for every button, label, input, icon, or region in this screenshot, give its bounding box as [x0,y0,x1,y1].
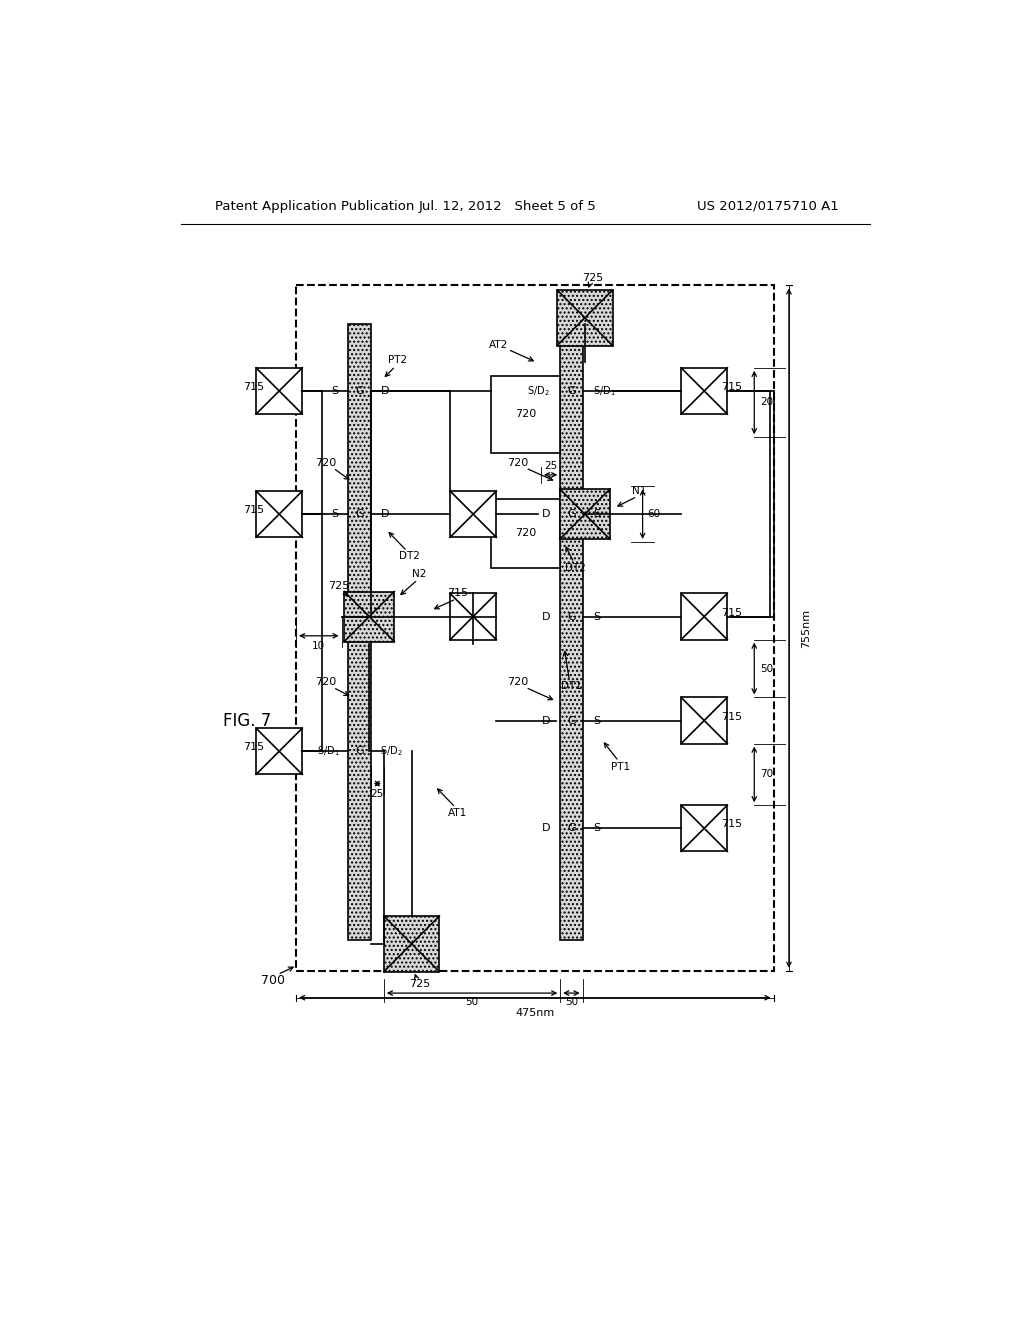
Text: 70: 70 [760,770,773,779]
Text: 715: 715 [721,381,741,392]
Text: 725: 725 [409,979,430,989]
Text: G: G [567,385,575,396]
Text: 720: 720 [515,409,537,418]
Text: D: D [380,385,389,396]
Text: G: G [567,824,575,833]
Text: 25: 25 [544,461,557,471]
Bar [560,490,610,539]
Text: 715: 715 [721,820,741,829]
Text: 25: 25 [371,788,384,799]
Text: 50: 50 [466,998,478,1007]
Text: G: G [355,510,364,519]
Bar [681,594,727,640]
Bar [681,368,727,414]
Text: 715: 715 [243,506,264,515]
Text: DT1: DT1 [561,681,583,690]
Text: PT2: PT2 [388,355,408,366]
Bar [384,916,439,972]
Text: AT1: AT1 [449,808,467,818]
Text: S/D$_1$: S/D$_1$ [317,744,340,758]
Text: S: S [331,510,338,519]
Text: 20: 20 [760,397,773,408]
Text: AT2: AT2 [489,339,508,350]
Bar [560,323,583,940]
Text: G: G [567,715,575,726]
Text: Patent Application Publication: Patent Application Publication [215,199,415,213]
Text: US 2012/0175710 A1: US 2012/0175710 A1 [697,199,839,213]
Text: 720: 720 [314,677,336,686]
Bar [681,805,727,851]
Bar [681,697,727,743]
Text: 720: 720 [515,528,537,539]
Text: S: S [593,715,600,726]
Text: D: D [542,715,551,726]
Text: S: S [593,510,600,519]
Text: 720: 720 [507,458,528,467]
Text: D: D [542,510,551,519]
Bar [557,290,612,346]
Text: S: S [331,385,338,396]
Text: G: G [355,385,364,396]
Text: 725: 725 [328,581,349,591]
Text: N1: N1 [632,486,646,496]
Bar [451,491,497,537]
Text: PT1: PT1 [611,762,631,772]
Text: 50: 50 [760,664,773,673]
Text: 475nm: 475nm [515,1008,554,1018]
Text: S/D$_2$: S/D$_2$ [380,744,402,758]
Text: 715: 715 [721,711,741,722]
Text: G: G [567,611,575,622]
Bar [344,591,394,642]
Text: 715: 715 [447,589,468,598]
Text: S/D$_1$: S/D$_1$ [593,384,615,397]
Bar [256,368,302,414]
Text: S: S [593,611,600,622]
Bar [348,323,371,940]
Text: 10: 10 [312,640,326,651]
Text: 50: 50 [565,998,578,1007]
Text: Jul. 12, 2012   Sheet 5 of 5: Jul. 12, 2012 Sheet 5 of 5 [419,199,597,213]
Text: 755nm: 755nm [801,609,811,648]
Bar [256,729,302,775]
Text: D: D [542,611,551,622]
Text: DT2: DT2 [399,552,420,561]
Bar [451,594,497,640]
Text: DT2: DT2 [565,564,586,573]
Text: 720: 720 [314,458,336,467]
Text: S/D$_2$: S/D$_2$ [527,384,550,397]
Text: G: G [355,746,364,756]
Text: 700: 700 [261,974,285,987]
Text: 715: 715 [243,381,264,392]
Text: 715: 715 [721,607,741,618]
Text: 715: 715 [243,742,264,752]
Text: N2: N2 [412,569,427,579]
Text: 720: 720 [507,677,528,686]
Text: D: D [542,824,551,833]
Bar [490,499,560,568]
Text: S: S [593,824,600,833]
Text: G: G [567,510,575,519]
Bar [490,376,560,453]
Text: 60: 60 [647,510,660,519]
Text: 725: 725 [582,273,603,282]
Bar [296,285,773,970]
Bar [256,491,302,537]
Text: D: D [380,510,389,519]
Text: FIG. 7: FIG. 7 [223,711,271,730]
